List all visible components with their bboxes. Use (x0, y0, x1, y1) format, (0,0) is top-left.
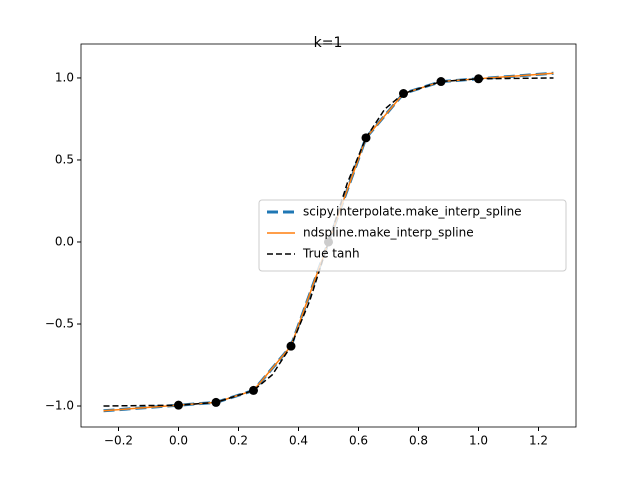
data-point (361, 133, 371, 143)
data-point (474, 74, 483, 84)
data-point (211, 397, 221, 407)
data-point (286, 341, 296, 351)
x-tick-label: 1.0 (469, 434, 488, 448)
y-tick-label: 0.0 (55, 234, 74, 248)
x-tick-label: 1.2 (529, 434, 548, 448)
data-point (174, 400, 183, 410)
y-tick-label: 0.5 (55, 152, 74, 166)
y-tick-label: −1.0 (45, 399, 74, 413)
data-point (436, 77, 446, 87)
legend-label: scipy.interpolate.make_interp_spline (303, 205, 522, 219)
plot-frame (80, 43, 577, 428)
x-tick-label: 0.2 (229, 434, 248, 448)
data-point (399, 89, 408, 99)
x-tick-label: 0.6 (349, 434, 368, 448)
x-tick-label: −0.2 (104, 434, 133, 448)
legend-label: ndspline.make_interp_spline (303, 226, 474, 240)
x-tick-label: 0.0 (169, 434, 188, 448)
x-tick-label: 0.8 (409, 434, 428, 448)
y-tick-label: 1.0 (55, 70, 74, 84)
y-tick-label: −0.5 (45, 316, 74, 330)
chart-title: k=1 (314, 35, 343, 51)
legend-box (258, 199, 567, 272)
x-tick-label: 0.4 (289, 434, 308, 448)
data-point (249, 385, 258, 395)
legend-label: True tanh (302, 247, 360, 261)
series-line (103, 77, 554, 407)
